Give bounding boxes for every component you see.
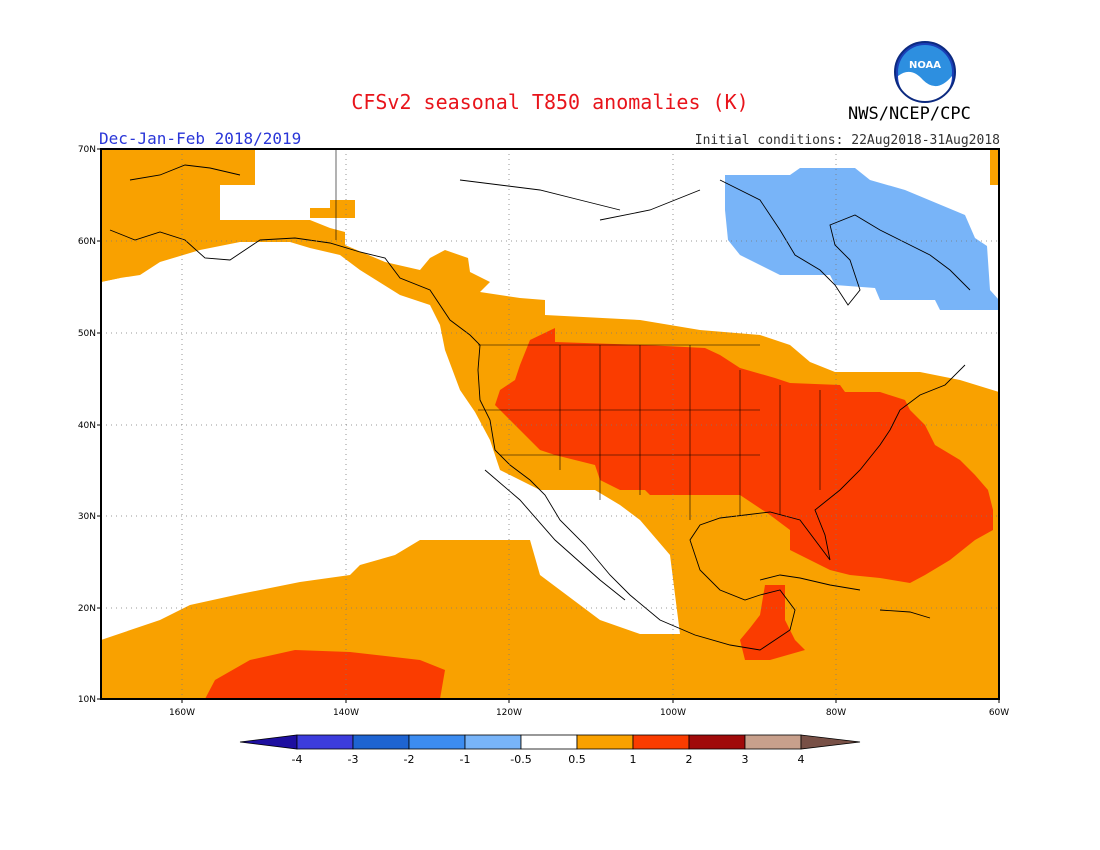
colorbar-segment: [296, 734, 354, 750]
lat-tick-50n: 50N: [78, 329, 96, 339]
lon-tick-100w: 100W: [660, 708, 686, 718]
anomaly-fields: [101, 150, 999, 699]
noaa-logo-text: NOAA: [909, 60, 941, 71]
anomaly-region-canada-east-strip: [990, 150, 999, 185]
anomaly-region-alaska-west: [101, 150, 120, 282]
lat-tick-40n: 40N: [78, 421, 96, 431]
colorbar-segment: [464, 734, 522, 750]
colorbar: [239, 734, 861, 750]
colorbar-segment: [632, 734, 690, 750]
lat-tick-30n: 30N: [78, 512, 96, 522]
colorbar-label: 3: [742, 753, 749, 766]
lon-tick-120w: 120W: [496, 708, 522, 718]
lon-tick-80w: 80W: [826, 708, 846, 718]
anomaly-region-bering: [310, 200, 355, 218]
colorbar-label: -1: [460, 753, 471, 766]
map-title: CFSv2 seasonal T850 anomalies (K): [351, 90, 749, 114]
colorbar-label: -4: [292, 753, 303, 766]
colorbar-label: -3: [348, 753, 359, 766]
agency-label: NWS/NCEP/CPC: [848, 104, 971, 124]
colorbar-segment: [576, 734, 634, 750]
lat-tick-labels: 10N 20N 30N 40N 50N 60N 70N: [78, 145, 96, 705]
colorbar-label: 2: [686, 753, 693, 766]
lat-tick-60n: 60N: [78, 237, 96, 247]
state-borders: [335, 150, 821, 520]
colorbar-segment: [408, 734, 466, 750]
colorbar-label: -2: [404, 753, 415, 766]
noaa-logo: NOAA: [894, 41, 956, 103]
colorbar-label: -0.5: [510, 753, 531, 766]
colorbar-low-arrow: [239, 734, 298, 750]
graticule: [101, 149, 999, 699]
lon-tick-labels: 160W 140W 120W 100W 80W 60W: [169, 708, 1009, 718]
colorbar-segment: [688, 734, 746, 750]
colorbar-label: 1: [630, 753, 637, 766]
anomaly-region-subtropical-pacific: [205, 650, 445, 699]
season-label: Dec-Jan-Feb 2018/2019: [99, 129, 302, 148]
colorbar-label: 0.5: [568, 753, 586, 766]
colorbar-label: 4: [798, 753, 805, 766]
lat-tick-70n: 70N: [78, 145, 96, 155]
lat-tick-10n: 10N: [78, 695, 96, 705]
colorbar-segment: [520, 734, 578, 750]
anomaly-region-hudson-bay: [725, 168, 999, 310]
anomaly-region-us-interior: [495, 328, 993, 583]
coastlines: [109, 164, 971, 651]
lon-tick-160w: 160W: [169, 708, 195, 718]
colorbar-segment: [744, 734, 802, 750]
anomaly-region-central-america: [740, 585, 805, 660]
lon-tick-60w: 60W: [989, 708, 1009, 718]
colorbar-labels: -4 -3 -2 -1 -0.5 0.5 1 2 3 4: [292, 753, 805, 766]
colorbar-segment: [352, 734, 410, 750]
initial-conditions-label: Initial conditions: 22Aug2018-31Aug2018: [694, 133, 1000, 148]
map-frame: [100, 148, 1000, 700]
lon-tick-140w: 140W: [333, 708, 359, 718]
lat-tick-20n: 20N: [78, 604, 96, 614]
colorbar-high-arrow: [800, 734, 861, 750]
